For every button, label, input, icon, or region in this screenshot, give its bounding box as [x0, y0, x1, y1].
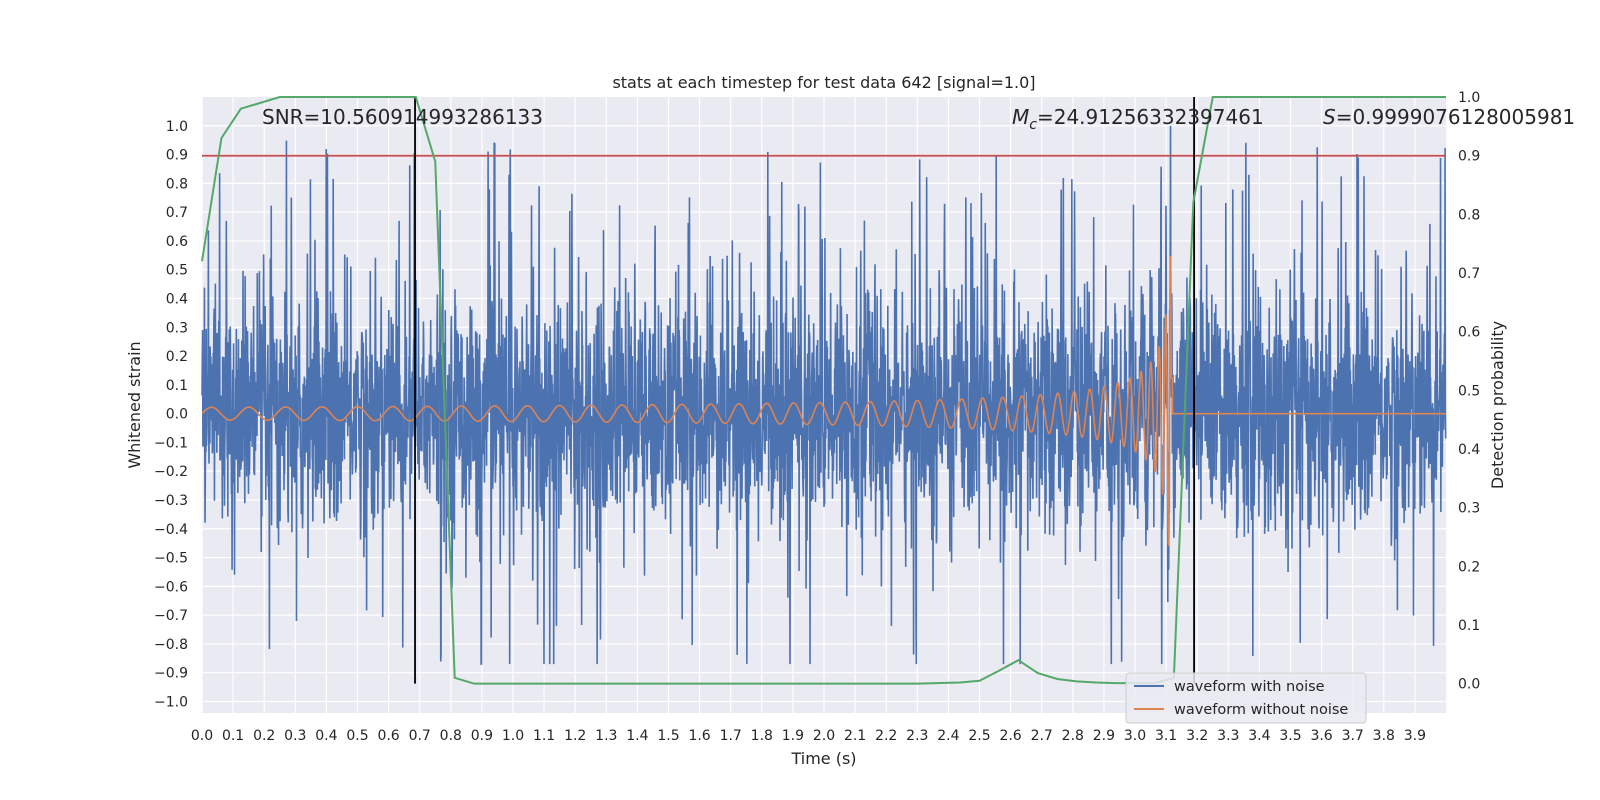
series-waveform-without-noise: [201, 255, 1446, 546]
y2-tick-label: 0.9: [1458, 149, 1480, 165]
x-tick-label: 0.1: [222, 728, 244, 744]
y-tick-label: −0.1: [154, 435, 188, 451]
y2-tick-label: 0.3: [1458, 501, 1480, 517]
x-tick-label: 3.5: [1279, 728, 1301, 744]
x-tick-label: 2.8: [1062, 728, 1084, 744]
legend-box: [1125, 672, 1367, 724]
y-tick-label: −1.0: [154, 694, 188, 710]
y2-tick-label: 1.0: [1458, 90, 1480, 106]
y-tick-label: 0.2: [166, 349, 188, 365]
score-annotation: S=0.9999076128005981: [1323, 105, 1575, 129]
x-tick-label: 1.9: [782, 728, 804, 744]
x-tick-label: 3.6: [1310, 728, 1332, 744]
x-tick-label: 2.2: [875, 728, 897, 744]
mc-subscript: c: [1029, 117, 1037, 133]
x-tick-label: 1.4: [626, 728, 648, 744]
x-tick-label: 3.0: [1124, 728, 1146, 744]
y2-tick-label: 0.7: [1458, 266, 1480, 282]
mc-symbol: M: [1012, 105, 1029, 129]
y-tick-label: 0.3: [166, 320, 188, 336]
x-tick-label: 1.0: [502, 728, 524, 744]
axis-ticks: 0.0 0.1 0.2 0.3 0.4 0.5 0.6 0.7 0.8 0.9 1.0 1.1 1.2 1…: [154, 90, 1480, 744]
y-tick-label: 0.7: [166, 205, 188, 221]
y-axis-label: Whitened strain: [125, 341, 144, 468]
noise-line: [201, 125, 1447, 665]
y2-tick-label: 0.4: [1458, 442, 1480, 458]
series-waveform-with-noise: [201, 125, 1447, 665]
y-tick-label: 0.6: [166, 234, 188, 250]
y-tick-label: −0.4: [154, 522, 188, 538]
x-tick-label: 2.7: [1031, 728, 1053, 744]
y-tick-label: −0.7: [154, 608, 188, 624]
x-tick-label: 0.5: [346, 728, 368, 744]
x-tick-label: 3.1: [1155, 728, 1177, 744]
y2-axis-label: Detection probability: [1488, 321, 1507, 489]
x-tick-label: 3.2: [1186, 728, 1208, 744]
y-tick-label: −0.6: [154, 579, 188, 595]
y-tick-label: 0.5: [166, 263, 188, 279]
x-tick-label: 0.0: [191, 728, 213, 744]
y-tick-label: −0.3: [154, 493, 188, 509]
s-value: =0.9999076128005981: [1336, 105, 1575, 129]
s-symbol: S: [1323, 105, 1336, 129]
x-tick-label: 2.1: [844, 728, 866, 744]
x-tick-label: 3.9: [1404, 728, 1426, 744]
y2-tick-label: 0.2: [1458, 559, 1480, 575]
legend: waveform with noise waveform without noi…: [1125, 672, 1367, 724]
x-tick-label: 1.7: [720, 728, 742, 744]
legend-label-clean: waveform without noise: [1174, 702, 1348, 718]
x-tick-label: 1.3: [595, 728, 617, 744]
y2-tick-label: 0.6: [1458, 325, 1480, 341]
x-tick-label: 0.2: [253, 728, 275, 744]
x-tick-label: 3.3: [1217, 728, 1239, 744]
y-tick-label: 0.4: [166, 291, 188, 307]
x-tick-label: 0.8: [440, 728, 462, 744]
y-tick-label: 0.9: [166, 148, 188, 164]
x-tick-label: 2.0: [813, 728, 835, 744]
x-tick-label: 0.7: [409, 728, 431, 744]
y2-tick-label: 0.0: [1458, 677, 1480, 693]
x-tick-label: 2.3: [906, 728, 928, 744]
x-tick-label: 1.5: [657, 728, 679, 744]
x-tick-label: 2.6: [999, 728, 1021, 744]
y-tick-label: −0.8: [154, 637, 188, 653]
y-tick-label: 0.1: [166, 378, 188, 394]
y-tick-label: −0.9: [154, 666, 188, 682]
y2-tick-label: 0.5: [1458, 383, 1480, 399]
x-tick-label: 1.8: [751, 728, 773, 744]
y-tick-label: −0.5: [154, 551, 188, 567]
x-tick-label: 0.6: [377, 728, 399, 744]
mc-value: =24.91256332397461: [1037, 105, 1264, 129]
x-tick-label: 3.8: [1373, 728, 1395, 744]
x-tick-label: 2.9: [1093, 728, 1115, 744]
x-tick-label: 2.5: [968, 728, 990, 744]
x-tick-label: 3.7: [1342, 728, 1364, 744]
chirp-line: [201, 255, 1446, 546]
x-tick-label: 1.1: [533, 728, 555, 744]
y2-tick-label: 0.8: [1458, 207, 1480, 223]
chirp-mass-annotation: Mc=24.91256332397461: [1012, 105, 1264, 133]
snr-annotation: SNR=10.560914993286133: [262, 105, 543, 129]
y2-tick-label: 0.1: [1458, 618, 1480, 634]
x-tick-label: 3.4: [1248, 728, 1270, 744]
x-axis-label: Time (s): [790, 749, 856, 768]
x-tick-label: 1.2: [564, 728, 586, 744]
chart-title: stats at each timestep for test data 642…: [612, 73, 1035, 92]
y-tick-label: 0.8: [166, 176, 188, 192]
x-tick-label: 0.3: [284, 728, 306, 744]
y-tick-label: 0.0: [166, 407, 188, 423]
y-tick-label: 1.0: [166, 119, 188, 135]
legend-label-noise: waveform with noise: [1174, 679, 1325, 695]
x-tick-label: 2.4: [937, 728, 959, 744]
y-tick-label: −0.2: [154, 464, 188, 480]
x-tick-label: 1.6: [688, 728, 710, 744]
x-tick-label: 0.4: [315, 728, 337, 744]
x-tick-label: 0.9: [471, 728, 493, 744]
